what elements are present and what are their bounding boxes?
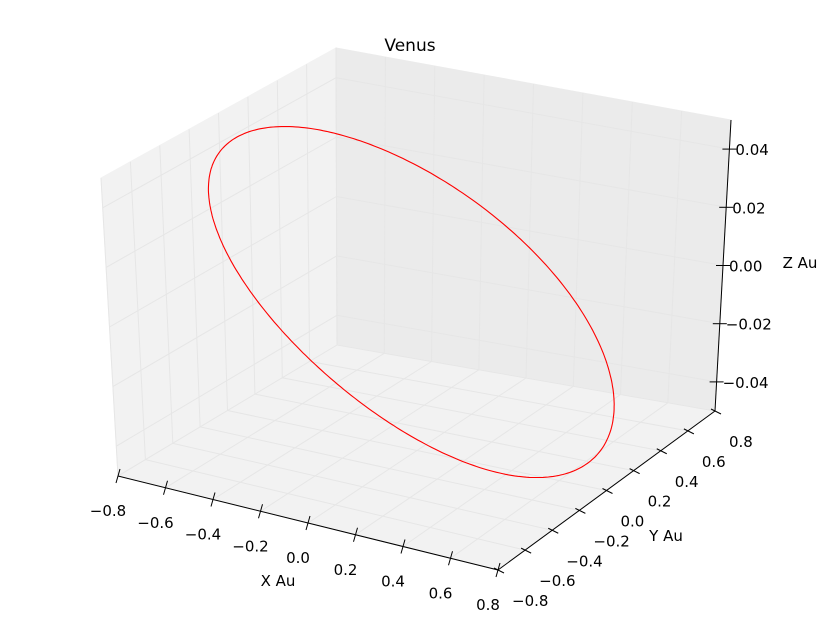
grid-line-z bbox=[116, 314, 717, 447]
x-tick-label: −0.8 bbox=[90, 502, 126, 520]
grid-line-y bbox=[218, 112, 607, 491]
axes-grid bbox=[100, 47, 732, 571]
x-tick-label: 0.0 bbox=[286, 549, 310, 567]
x-tick bbox=[258, 504, 263, 519]
grid-line-z bbox=[109, 195, 724, 328]
grid-line-y bbox=[306, 64, 688, 432]
y-tick-label: 0.4 bbox=[675, 473, 699, 491]
x-tick-label: 0.4 bbox=[381, 573, 405, 591]
z-tick-label: −0.02 bbox=[726, 316, 772, 334]
x-tick bbox=[400, 539, 406, 554]
y-tick-label: −0.8 bbox=[512, 592, 548, 610]
z-tick-label: 0.00 bbox=[729, 258, 762, 276]
x-tick-label: 0.8 bbox=[476, 596, 500, 614]
x-tick bbox=[210, 492, 216, 507]
y-axis-label: Y Au bbox=[648, 527, 683, 545]
x-tick bbox=[353, 527, 358, 542]
y-tick bbox=[629, 468, 640, 475]
grid-line-y bbox=[247, 96, 634, 472]
y-tick bbox=[683, 428, 695, 435]
x-tick-label: −0.2 bbox=[232, 537, 268, 555]
y-tick bbox=[548, 527, 559, 534]
y-tick-label: 0.2 bbox=[648, 493, 672, 511]
grid-line-y bbox=[159, 145, 553, 531]
x-axis-label: X Au bbox=[261, 572, 296, 590]
grid-line-y bbox=[129, 161, 526, 551]
grid-line-z bbox=[112, 255, 720, 388]
y-tick bbox=[656, 448, 667, 455]
axes-ticks: −0.8−0.6−0.4−0.20.00.20.40.60.8 −0.8−0.6−… bbox=[90, 141, 772, 614]
y-tick bbox=[575, 507, 586, 514]
y-tick-label: −0.2 bbox=[593, 532, 629, 550]
x-tick-label: 0.2 bbox=[334, 561, 358, 579]
grid-line-z bbox=[102, 77, 730, 209]
x-tick bbox=[448, 551, 453, 566]
y-tick bbox=[520, 547, 532, 554]
y-tick-label: −0.6 bbox=[539, 572, 575, 590]
x-tick bbox=[305, 515, 311, 531]
x-tick bbox=[115, 468, 121, 484]
y-tick-label: 0.8 bbox=[729, 433, 753, 451]
y-tick-label: 0.0 bbox=[621, 513, 645, 531]
z-tick-label: 0.04 bbox=[735, 141, 768, 159]
z-tick-label: 0.02 bbox=[732, 199, 765, 217]
grid-line-y bbox=[335, 47, 716, 412]
z-tick-label: −0.04 bbox=[723, 374, 769, 392]
series-layer bbox=[207, 125, 615, 479]
orbit-line bbox=[207, 125, 615, 479]
y-tick bbox=[710, 408, 722, 415]
chart-title: Venus bbox=[384, 36, 435, 56]
x-tick-label: 0.6 bbox=[429, 584, 453, 602]
grid-line-y bbox=[188, 129, 580, 511]
y-tick bbox=[493, 567, 505, 574]
grid-line-y bbox=[276, 80, 661, 452]
y-tick-label: 0.6 bbox=[702, 453, 726, 471]
x-tick bbox=[163, 480, 168, 495]
axes-panes bbox=[100, 47, 732, 571]
grid-line-z bbox=[105, 136, 727, 268]
x-tick-label: −0.4 bbox=[185, 526, 221, 544]
x-tick-label: −0.6 bbox=[137, 514, 173, 532]
y-tick bbox=[602, 488, 613, 494]
z-axis-label: Z Au bbox=[783, 254, 818, 272]
y-tick-label: −0.4 bbox=[566, 552, 602, 570]
